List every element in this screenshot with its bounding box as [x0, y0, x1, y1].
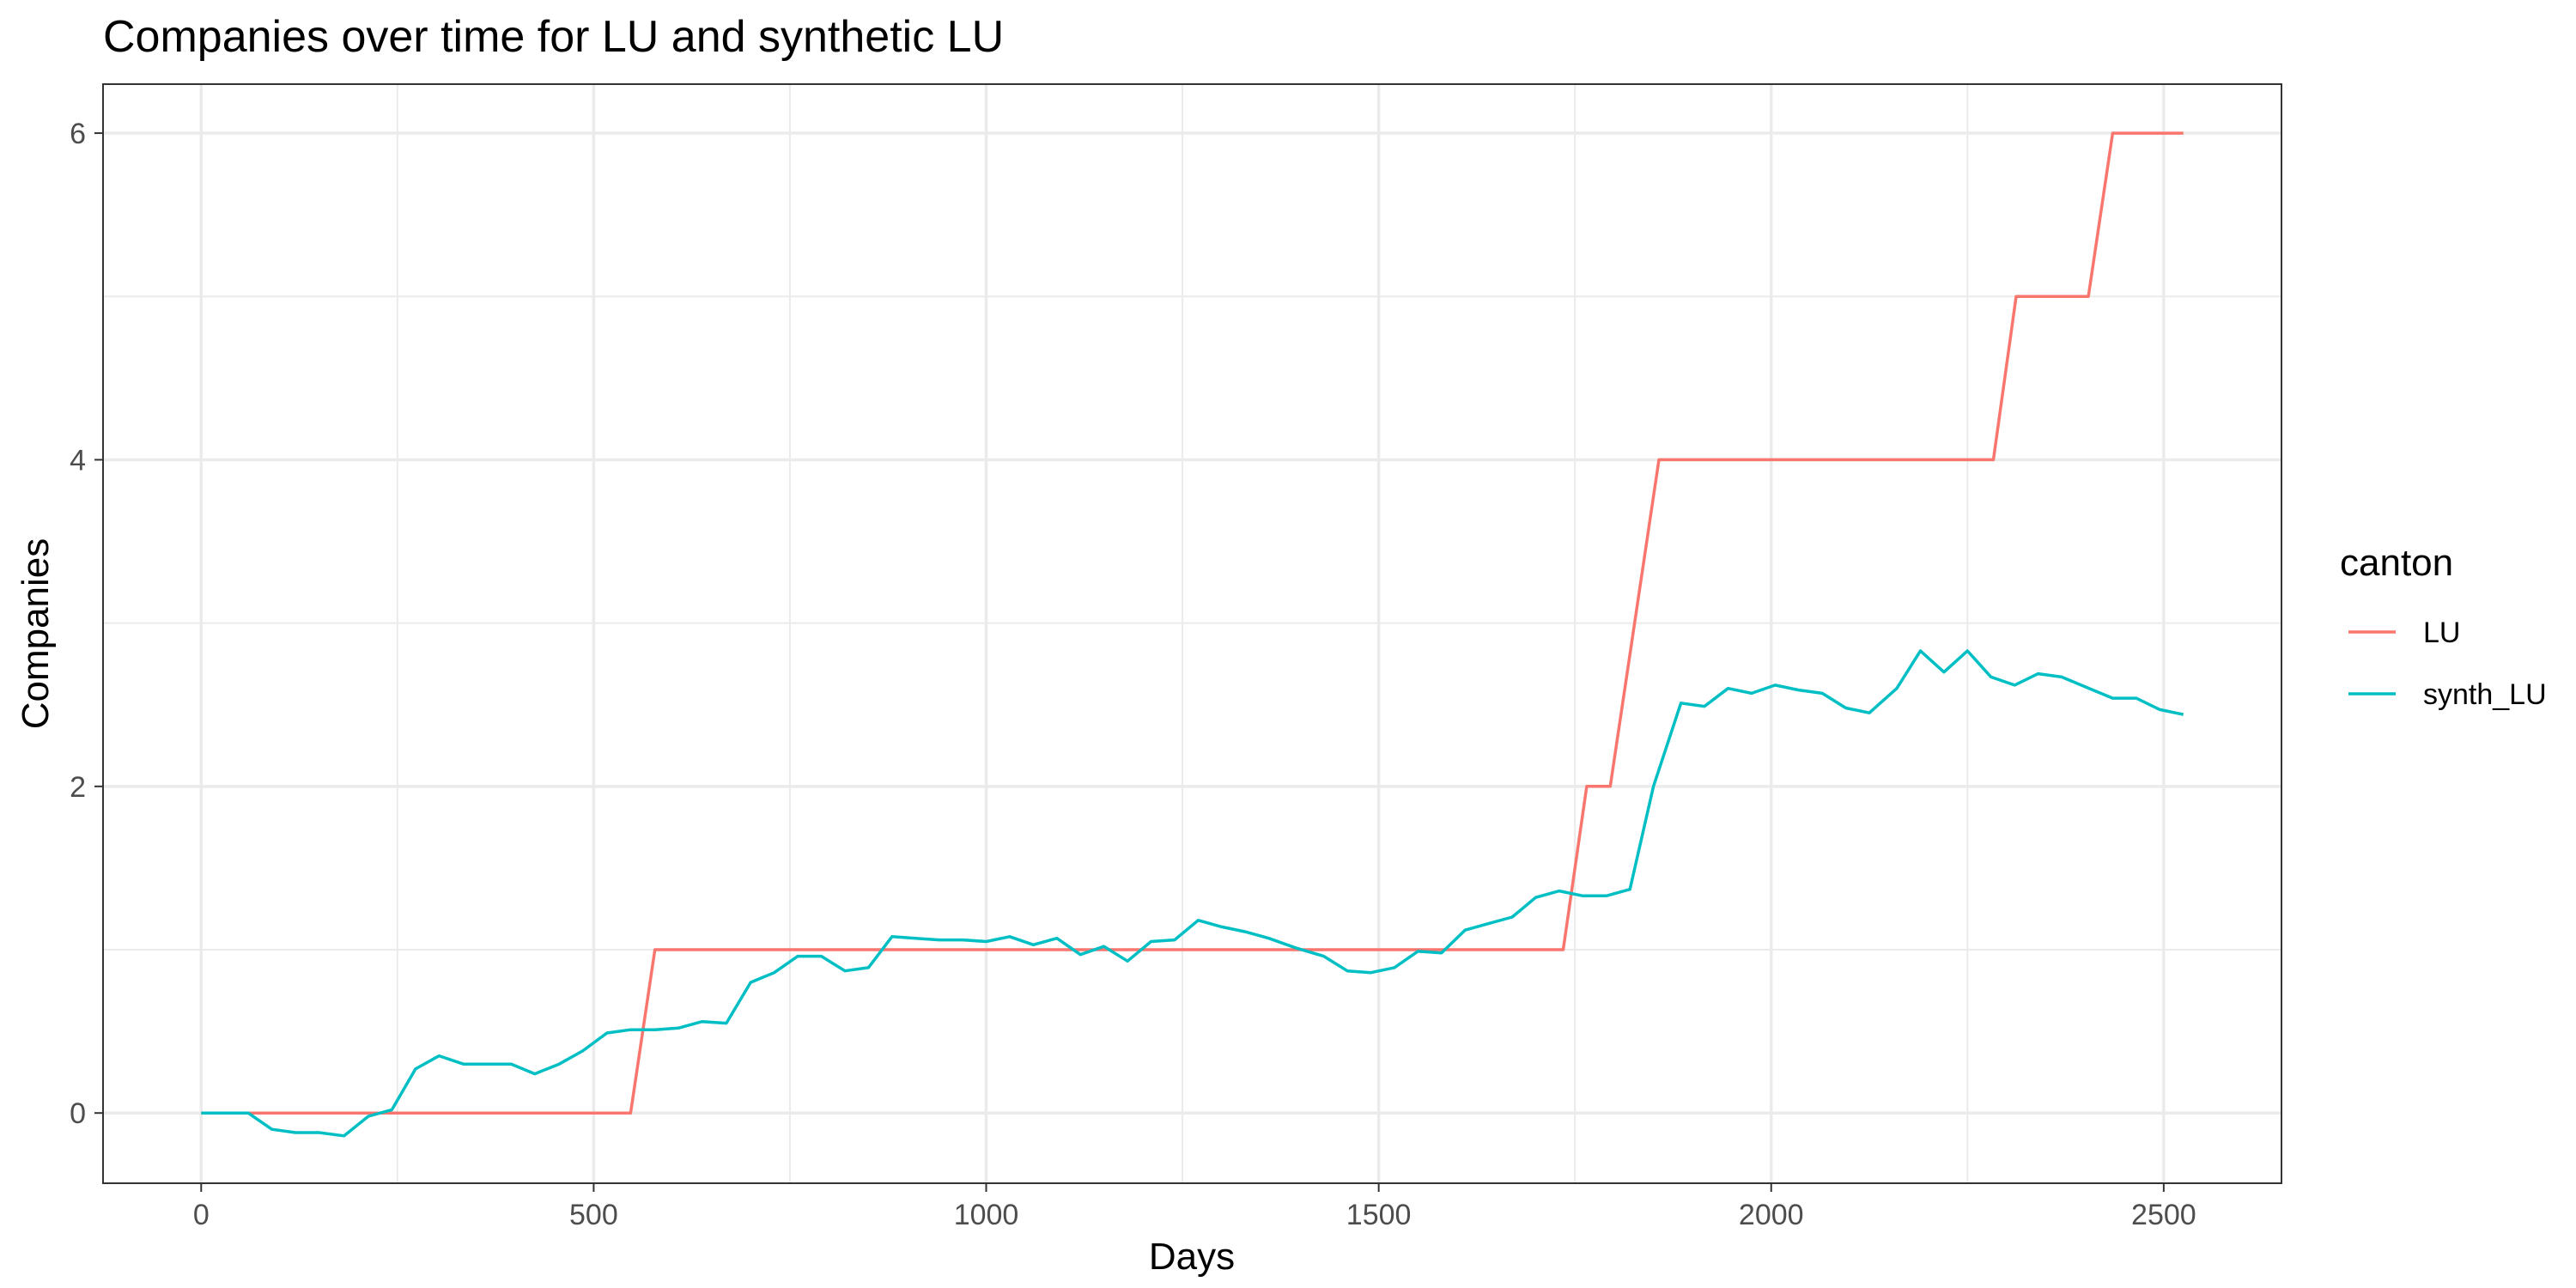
- major-gridlines: [103, 84, 2281, 1183]
- y-tick-label: 4: [70, 444, 86, 477]
- y-tick-label: 2: [70, 771, 86, 804]
- y-tick-label: 6: [70, 118, 86, 150]
- legend: canton LU synth_LU: [2340, 542, 2547, 711]
- x-tick-label: 1000: [954, 1199, 1019, 1231]
- y-axis-title: Companies: [15, 538, 57, 730]
- legend-label-synth-lu: synth_LU: [2423, 678, 2547, 711]
- legend-title: canton: [2340, 542, 2453, 584]
- legend-label-lu: LU: [2423, 617, 2460, 649]
- series-lines: [201, 131, 2184, 1138]
- x-tick-label: 1500: [1346, 1199, 1412, 1231]
- minor-gridlines: [103, 84, 2281, 1183]
- x-tick-label: 500: [569, 1199, 618, 1231]
- x-tick-label: 0: [193, 1199, 210, 1231]
- series-line-lu: [201, 131, 2184, 1115]
- series-line-synth-lu: [201, 649, 2184, 1138]
- y-tick-label: 0: [70, 1097, 86, 1130]
- y-axis: 0 2 4 6: [70, 118, 103, 1130]
- x-tick-label: 2500: [2131, 1199, 2196, 1231]
- x-axis-title: Days: [1149, 1236, 1235, 1278]
- x-tick-label: 2000: [1739, 1199, 1804, 1231]
- chart-title: Companies over time for LU and synthetic…: [103, 12, 1004, 62]
- x-axis: 0 500 1000 1500 2000 2500: [193, 1183, 2196, 1231]
- plot-panel-border: [102, 83, 2282, 1184]
